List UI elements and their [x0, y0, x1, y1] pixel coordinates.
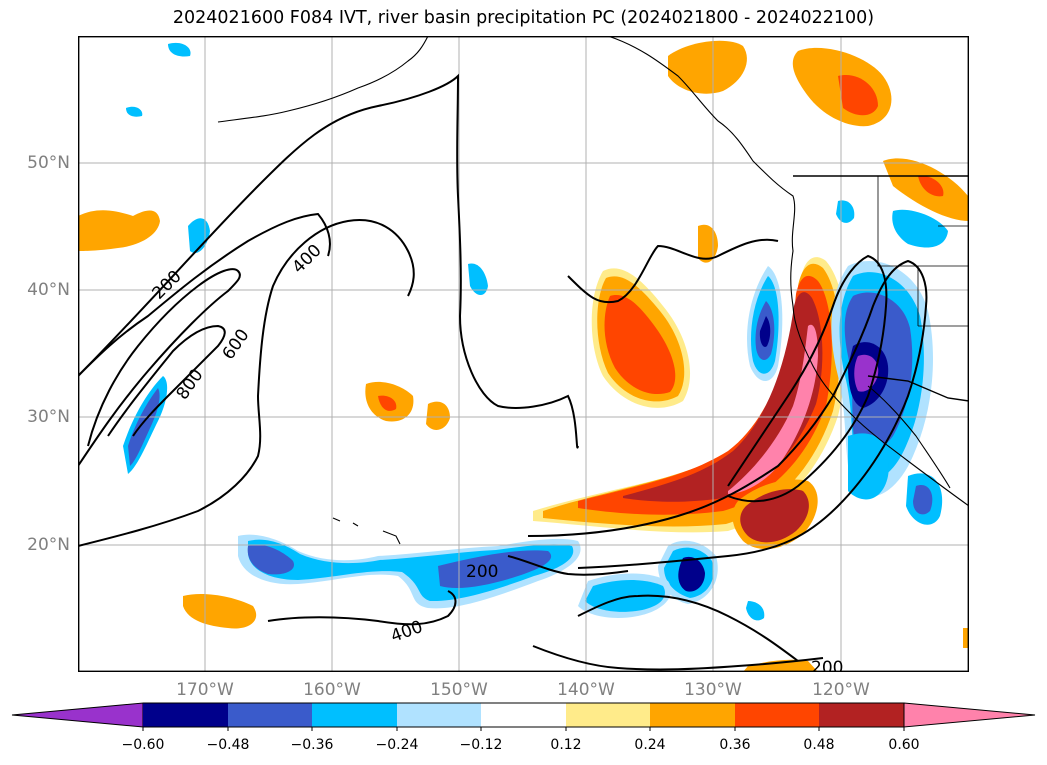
lat-label-50n: 50°N: [27, 153, 70, 173]
colorbar-tick-label: −0.24: [375, 737, 419, 753]
lon-label-160w: 160°W: [303, 680, 361, 700]
precip-patch: [892, 209, 948, 248]
precip-patch: [247, 544, 294, 575]
contour-label: 200: [149, 267, 186, 304]
colorbar-segment: [819, 703, 904, 727]
colorbar-segment: [143, 703, 228, 727]
border-us-mexico: [867, 375, 969, 402]
contour-label: 200: [466, 562, 498, 582]
coastlines: [217, 36, 969, 545]
precip-patch: [759, 316, 771, 347]
contour-800: [107, 324, 226, 437]
colorbar-tick-label: −0.60: [121, 737, 165, 753]
colorbar-tick-label: 0.24: [634, 737, 666, 753]
colorbar-tick-label: 0.12: [550, 737, 582, 753]
colorbar-extend-max: [903, 702, 1036, 728]
contour-200-south: [532, 645, 824, 671]
contour-south-400: [267, 590, 457, 626]
precip-patch: [168, 42, 191, 57]
contour-200-central: [507, 555, 629, 576]
precip-patch: [746, 601, 765, 621]
baja-coast: [867, 385, 951, 489]
colorbar-segment: [566, 703, 650, 727]
map-border: [78, 36, 969, 672]
contour-mid: [567, 238, 779, 304]
precip-patch: [963, 628, 969, 648]
precip-patch: [743, 659, 818, 672]
colorbar-tick-label: 0.60: [888, 737, 920, 753]
contour-200-outer: [78, 219, 415, 547]
contour-200-west: [78, 73, 579, 449]
contour-ar-200: [527, 259, 928, 569]
precip-patch: [128, 388, 160, 466]
colorbar-tick-label: −0.36: [290, 737, 334, 753]
precip-patch: [836, 200, 855, 223]
precip-patch: [728, 324, 818, 494]
precip-patch: [468, 263, 488, 295]
precip-shading: [78, 40, 969, 672]
colorbar-segment: [481, 703, 566, 727]
precip-patch: [913, 485, 933, 515]
north-america-coast: [607, 36, 969, 507]
lon-label-140w: 140°W: [557, 680, 615, 700]
precip-patch: [740, 489, 809, 543]
lon-label-120w: 120°W: [812, 680, 870, 700]
colorbar-tick-label: 0.36: [719, 737, 751, 753]
colorbar-tick-label: −0.12: [459, 737, 503, 753]
colorbar-tick-label: 0.48: [803, 737, 835, 753]
colorbar-segment: [735, 703, 819, 727]
contour-ar-400: [727, 254, 888, 503]
lon-label-170w: 170°W: [176, 680, 234, 700]
contour-label: 400: [388, 617, 425, 647]
lon-label-150w: 150°W: [430, 680, 488, 700]
colorbar-segment: [228, 703, 312, 727]
precip-patch: [78, 210, 160, 251]
colorbar-segment: [397, 703, 481, 727]
contour-label: 200: [811, 658, 843, 672]
colorbar-tick-label: −0.48: [206, 737, 250, 753]
precip-patch: [183, 594, 257, 629]
precip-patch: [838, 75, 878, 116]
colorbar: [11, 702, 1036, 731]
lat-label-30n: 30°N: [27, 407, 70, 427]
contour-label: 800: [173, 366, 208, 404]
colorbar-segment: [650, 703, 735, 727]
graticule: [78, 36, 969, 672]
precip-patch: [426, 401, 450, 430]
ivt-contours: [78, 73, 928, 671]
map-panel: 200 400 600 800 200 400 200: [78, 36, 969, 672]
hawaii-islands: [332, 517, 401, 545]
colorbar-segment: [312, 703, 397, 727]
contour-400-west: [78, 212, 331, 377]
alaska-coast: [217, 36, 429, 123]
precip-patch: [604, 295, 676, 395]
lat-label-40n: 40°N: [27, 280, 70, 300]
precip-patch: [678, 556, 705, 592]
map-title: 2024021600 F084 IVT, river basin precipi…: [172, 8, 875, 28]
lat-label-20n: 20°N: [27, 535, 70, 555]
precip-patch: [378, 395, 397, 411]
precip-patch: [918, 175, 944, 197]
contour-600: [78, 268, 241, 467]
contour-label: 400: [289, 241, 326, 278]
colorbar-extend-min: [11, 702, 144, 728]
precip-patch: [668, 40, 747, 94]
contour-ar-outer: [577, 594, 799, 662]
precip-patch: [126, 106, 143, 117]
lon-label-130w: 130°W: [684, 680, 742, 700]
